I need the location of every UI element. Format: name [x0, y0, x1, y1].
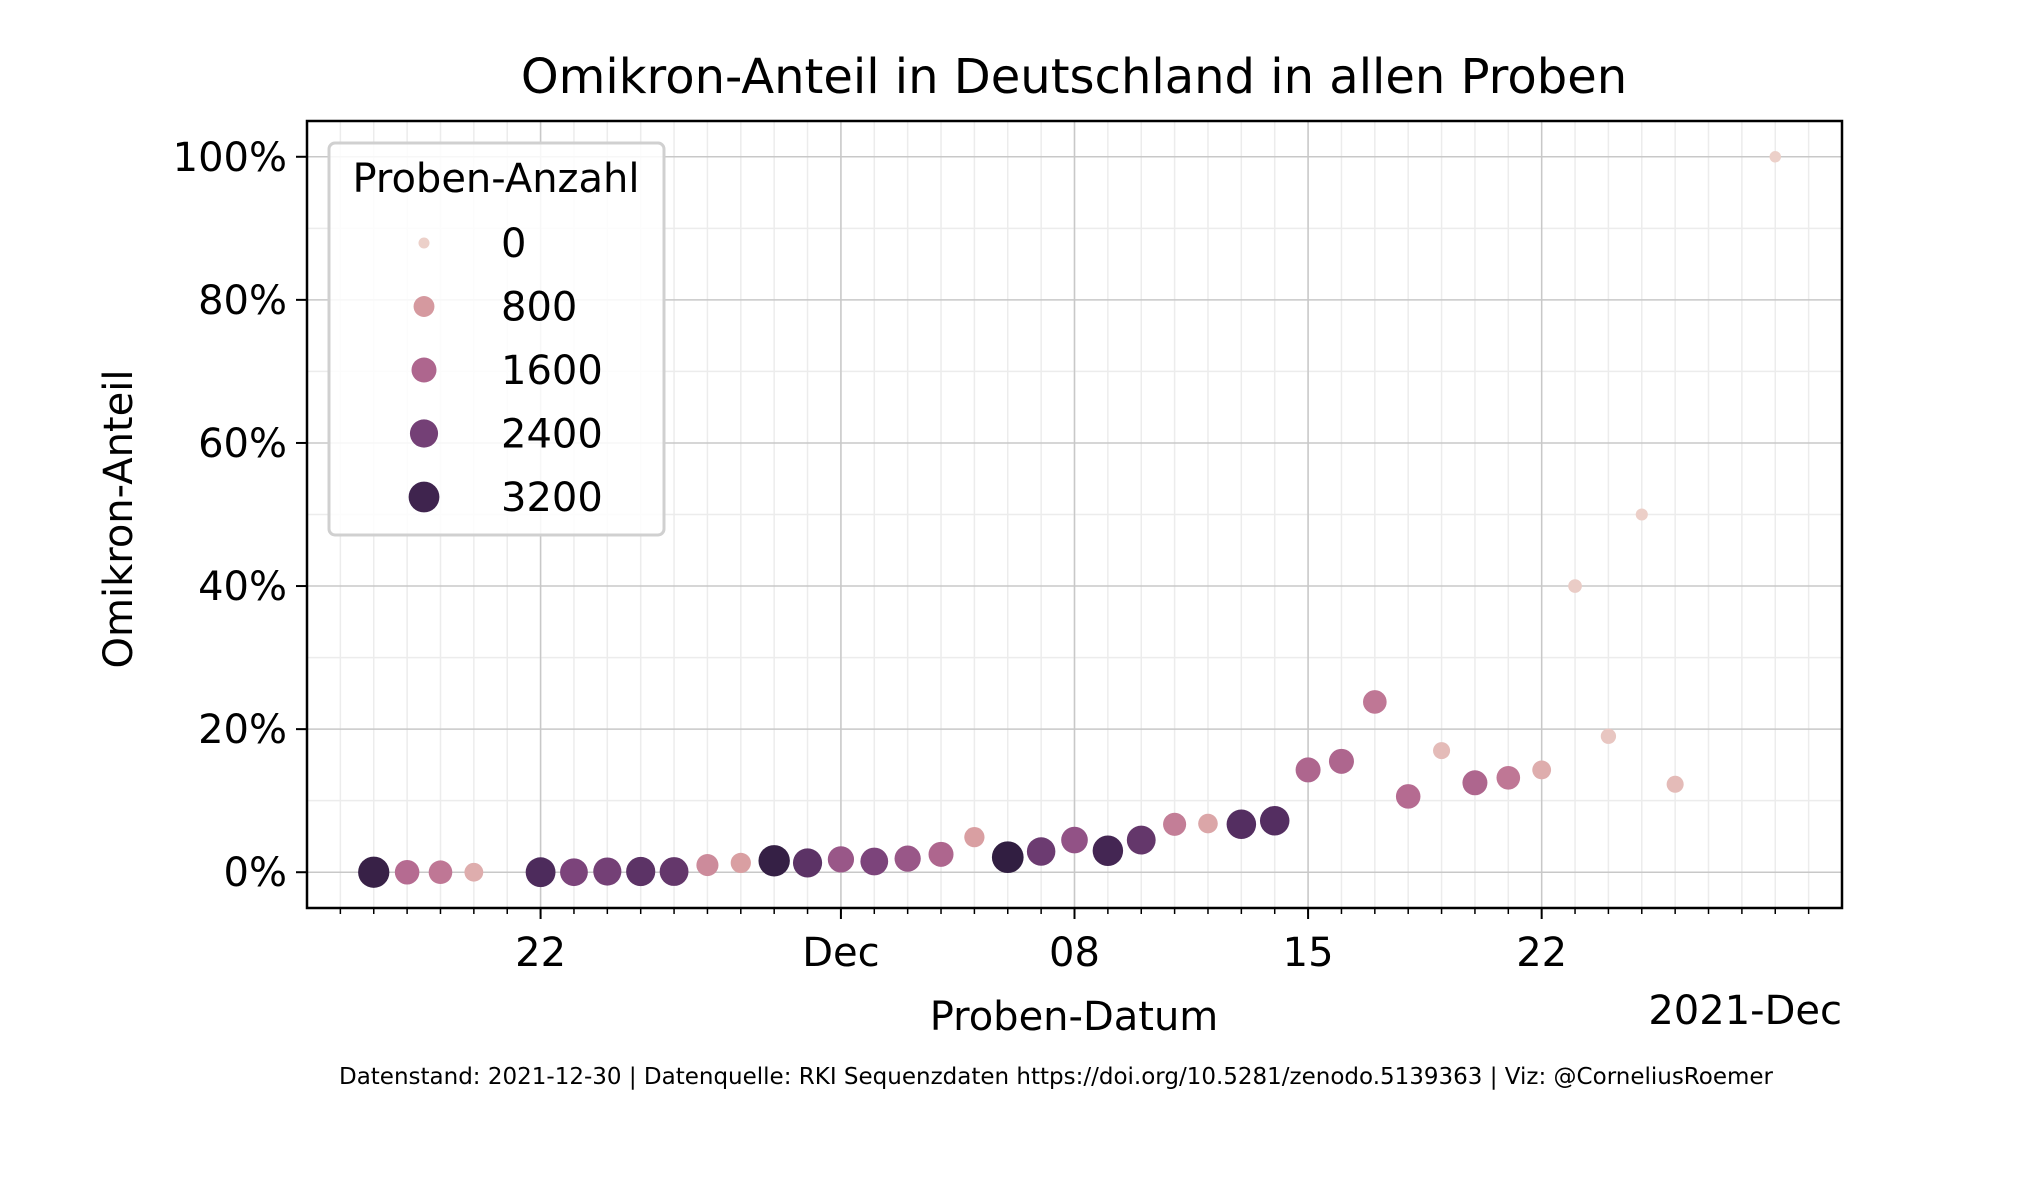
- data-point: [1635, 508, 1648, 521]
- data-point: [1600, 728, 1617, 744]
- data-point: [1328, 748, 1354, 774]
- legend-marker: [413, 296, 435, 317]
- data-point: [394, 859, 420, 885]
- x-tick-label: 22: [1516, 930, 1567, 976]
- x-tick-label: Dec: [802, 930, 879, 976]
- legend-label: 1600: [501, 348, 603, 394]
- x-tick-label: 22: [515, 930, 566, 976]
- data-point: [1259, 805, 1290, 836]
- data-point: [1363, 690, 1387, 714]
- data-point: [964, 827, 985, 848]
- legend-marker: [411, 357, 437, 383]
- data-point: [1092, 835, 1124, 867]
- data-point: [659, 857, 689, 886]
- y-tick-label: 60%: [198, 421, 287, 467]
- legend-title: Proben-Anzahl: [352, 156, 639, 202]
- data-point: [991, 841, 1024, 874]
- x-axis-label: Proben-Datum: [930, 994, 1219, 1040]
- data-point: [1226, 809, 1257, 840]
- legend-marker: [409, 419, 439, 448]
- data-point: [1532, 760, 1552, 780]
- data-point: [1769, 151, 1782, 163]
- data-point: [1026, 837, 1056, 866]
- data-point: [860, 847, 889, 876]
- data-point: [1568, 579, 1582, 593]
- data-point: [626, 856, 656, 887]
- y-tick-label: 20%: [198, 707, 287, 753]
- data-point: [1666, 775, 1684, 793]
- data-point: [1496, 765, 1521, 790]
- data-point: [358, 856, 390, 888]
- y-tick-label: 40%: [198, 564, 287, 610]
- data-point: [593, 857, 622, 886]
- data-point: [525, 857, 556, 888]
- y-tick-label: 0%: [224, 850, 287, 896]
- y-tick-label: 100%: [173, 135, 287, 181]
- data-point: [1061, 826, 1088, 854]
- legend-marker: [418, 237, 430, 249]
- data-point: [827, 846, 855, 873]
- data-point: [1126, 825, 1156, 855]
- legend: Proben-Anzahl 0 800 1600 2400 3200: [327, 141, 666, 537]
- legend-label: 800: [501, 285, 577, 331]
- legend-label: 0: [501, 221, 526, 267]
- data-point: [1395, 784, 1421, 809]
- data-point: [464, 862, 484, 882]
- data-point: [758, 845, 790, 877]
- data-point: [1163, 812, 1187, 836]
- data-point: [1462, 770, 1488, 796]
- data-point: [792, 848, 823, 878]
- data-point: [730, 852, 751, 874]
- x-tick-label: 15: [1283, 930, 1334, 976]
- data-point: [894, 845, 921, 872]
- y-axis-label: Omikron-Anteil: [96, 370, 142, 669]
- y-axis-ticks: 0% 20% 40% 60% 80% 100%: [173, 135, 307, 896]
- x-axis-ticks: 22 Dec 08 15 22: [339, 908, 1810, 976]
- x-tick-label: 08: [1049, 930, 1100, 976]
- y-tick-label: 80%: [198, 278, 287, 324]
- legend-entries: 0 800 1600 2400 3200: [408, 221, 603, 521]
- data-point: [1198, 813, 1218, 834]
- chart-title: Omikron-Anteil in Deutschland in allen P…: [521, 49, 1627, 105]
- data-point: [1295, 757, 1321, 783]
- data-point: [560, 858, 588, 887]
- source-caption: Datenstand: 2021-12-30 | Datenquelle: RK…: [339, 1064, 1774, 1090]
- legend-label: 3200: [501, 475, 603, 521]
- x-axis-offset-label: 2021-Dec: [1648, 988, 1842, 1034]
- legend-marker: [408, 481, 440, 513]
- data-point: [928, 841, 954, 867]
- data-point: [428, 860, 453, 885]
- legend-label: 2400: [501, 412, 603, 458]
- data-points: [358, 151, 1782, 888]
- data-point: [1433, 742, 1451, 760]
- data-point: [696, 854, 719, 877]
